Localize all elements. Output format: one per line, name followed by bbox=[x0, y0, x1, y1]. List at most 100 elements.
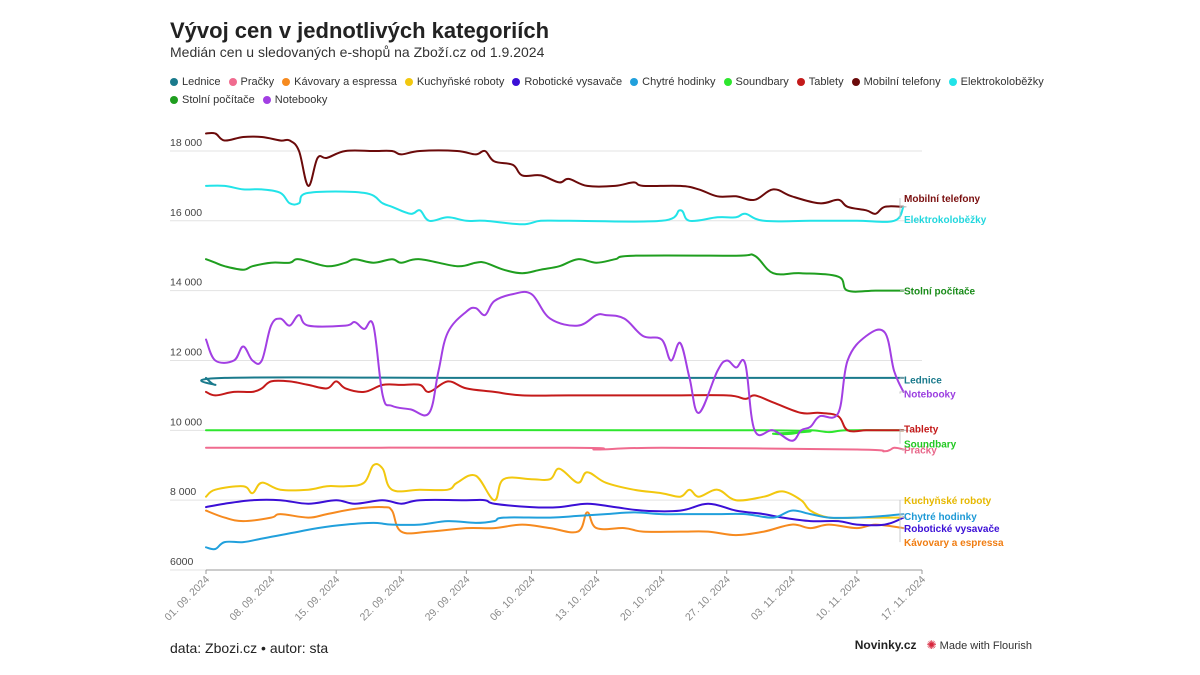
x-tick-label: 13. 10. 2024 bbox=[553, 574, 603, 624]
legend-item[interactable]: Kuchyňské roboty bbox=[404, 75, 505, 89]
legend-label: Lednice bbox=[182, 76, 221, 88]
legend-item[interactable]: Kávovary a espressa bbox=[282, 75, 397, 89]
end-label: Pračky bbox=[904, 446, 937, 457]
chart-subtitle: Medián cen u sledovaných e-shopů na Zbož… bbox=[170, 44, 545, 60]
legend-swatch bbox=[404, 78, 413, 86]
x-axis: 01. 09. 2024 08. 09. 2024 15. 09. 2024 22. … bbox=[162, 570, 928, 623]
end-labels: Lednice Pračky Kávovary a espressa Kuchyňsk… bbox=[899, 194, 1004, 549]
end-label-connector bbox=[899, 428, 907, 431]
legend-label: Robotické vysavače bbox=[524, 76, 623, 88]
legend-item[interactable]: Notebooky bbox=[262, 93, 328, 107]
series-line-8[interactable] bbox=[205, 131, 905, 215]
legend-swatch bbox=[630, 78, 639, 86]
legend-swatch bbox=[170, 78, 178, 86]
end-label: Mobilní telefony bbox=[904, 194, 981, 205]
y-tick-label: 16 000 bbox=[170, 207, 202, 219]
y-axis: 6000 8 000 10 000 12 000 14 000 16 000 18 000 bbox=[170, 137, 202, 568]
end-label-connector bbox=[899, 377, 907, 380]
x-tick-label: 01. 09. 2024 bbox=[162, 574, 212, 624]
series-line-0[interactable] bbox=[200, 376, 905, 386]
legend-swatch bbox=[723, 78, 732, 86]
series-lines bbox=[200, 131, 905, 551]
end-label: Lednice bbox=[904, 376, 942, 387]
end-label: Notebooky bbox=[904, 390, 956, 401]
x-tick-label: 27. 10. 2024 bbox=[683, 574, 733, 624]
legend-item[interactable]: Elektrokoloběžky bbox=[948, 75, 1044, 89]
legend-swatch bbox=[262, 96, 271, 104]
legend-swatch bbox=[851, 78, 860, 86]
end-label: Kávovary a espressa bbox=[904, 538, 1004, 549]
legend-item[interactable]: Tablety bbox=[796, 75, 844, 89]
series-line-3[interactable] bbox=[205, 463, 905, 520]
legend-swatch bbox=[796, 78, 805, 86]
legend-label: Soundbary bbox=[735, 76, 789, 88]
legend-label: Pračky bbox=[240, 76, 275, 88]
end-label: Chytré hodinky bbox=[904, 512, 977, 523]
legend-label: Elektrokoloběžky bbox=[960, 76, 1044, 88]
legend-item[interactable]: Chytré hodinky bbox=[630, 75, 716, 89]
end-label: Stolní počítače bbox=[904, 287, 976, 298]
flourish-credit[interactable]: ✺ Made with Flourish bbox=[927, 638, 1032, 652]
end-label: Robotické vysavače bbox=[904, 524, 1000, 535]
x-tick-label: 15. 09. 2024 bbox=[293, 574, 343, 624]
x-tick-label: 29. 09. 2024 bbox=[423, 574, 473, 624]
x-tick-label: 08. 09. 2024 bbox=[227, 574, 277, 624]
end-label-connector bbox=[899, 513, 907, 516]
legend-item[interactable]: Lednice bbox=[170, 75, 221, 89]
source-credit: data: Zbozi.cz • autor: sta bbox=[170, 640, 329, 656]
legend-label: Kávovary a espressa bbox=[294, 76, 397, 88]
legend-label: Notebooky bbox=[274, 94, 328, 106]
series-line-6[interactable] bbox=[205, 429, 905, 436]
chart-title: Vývoj cen v jednotlivých kategoriích bbox=[170, 18, 550, 43]
end-label-connector bbox=[899, 391, 907, 394]
series-line-9[interactable] bbox=[205, 184, 905, 226]
y-tick-label: 6000 bbox=[170, 556, 194, 568]
legend-swatch bbox=[228, 78, 237, 86]
y-tick-label: 18 000 bbox=[170, 137, 202, 149]
brand-logo[interactable]: Novinky.cz bbox=[854, 638, 917, 652]
end-label: Soundbary bbox=[904, 440, 957, 451]
x-tick-label: 17. 11. 2024 bbox=[879, 574, 928, 623]
legend-swatch bbox=[948, 78, 957, 86]
series-line-4[interactable] bbox=[205, 498, 905, 527]
x-tick-label: 03. 11. 2024 bbox=[749, 574, 798, 623]
y-tick-label: 10 000 bbox=[170, 416, 202, 428]
end-label: Kuchyňské roboty bbox=[904, 496, 992, 507]
series-line-7[interactable] bbox=[205, 379, 905, 433]
y-tick-label: 8 000 bbox=[170, 486, 196, 498]
legend-item[interactable]: Mobilní telefony bbox=[851, 75, 941, 89]
y-tick-label: 14 000 bbox=[170, 277, 202, 289]
legend-label: Stolní počítače bbox=[182, 94, 255, 106]
end-label: Tablety bbox=[904, 425, 939, 436]
legend-item[interactable]: Pračky bbox=[228, 75, 275, 89]
made-with-label: Made with Flourish bbox=[939, 640, 1032, 652]
x-tick-label: 10. 11. 2024 bbox=[814, 574, 863, 623]
legend-swatch bbox=[170, 96, 178, 104]
series-line-11[interactable] bbox=[205, 290, 905, 442]
footer-brand: Novinky.cz ✺ Made with Flourish bbox=[855, 638, 1032, 652]
end-label-connector bbox=[899, 517, 907, 529]
legend-swatch bbox=[282, 78, 291, 86]
series-line-5[interactable] bbox=[205, 509, 905, 551]
series-line-2[interactable] bbox=[205, 506, 905, 537]
legend-item[interactable]: Soundbary bbox=[723, 75, 789, 89]
x-tick-label: 06. 10. 2024 bbox=[488, 574, 538, 624]
legend-label: Kuchyňské roboty bbox=[416, 76, 505, 88]
grid bbox=[170, 150, 922, 571]
legend-label: Mobilní telefony bbox=[863, 76, 941, 88]
flourish-icon: ✺ bbox=[926, 638, 937, 652]
x-tick-label: 20. 10. 2024 bbox=[618, 574, 668, 624]
legend: Lednice Pračky Kávovary a espressa Kuchyňsk… bbox=[170, 75, 1050, 107]
legend-item[interactable]: Stolní počítače bbox=[170, 93, 255, 107]
x-tick-label: 22. 09. 2024 bbox=[358, 574, 408, 624]
end-label: Elektrokoloběžky bbox=[904, 215, 987, 226]
series-line-1[interactable] bbox=[205, 446, 905, 453]
legend-item[interactable]: Robotické vysavače bbox=[512, 75, 622, 89]
series-line-10[interactable] bbox=[205, 253, 905, 293]
end-label-connector bbox=[899, 206, 907, 220]
legend-label: Tablety bbox=[808, 76, 844, 88]
legend-swatch bbox=[512, 78, 521, 86]
y-tick-label: 12 000 bbox=[170, 346, 202, 358]
legend-label: Chytré hodinky bbox=[642, 76, 716, 88]
